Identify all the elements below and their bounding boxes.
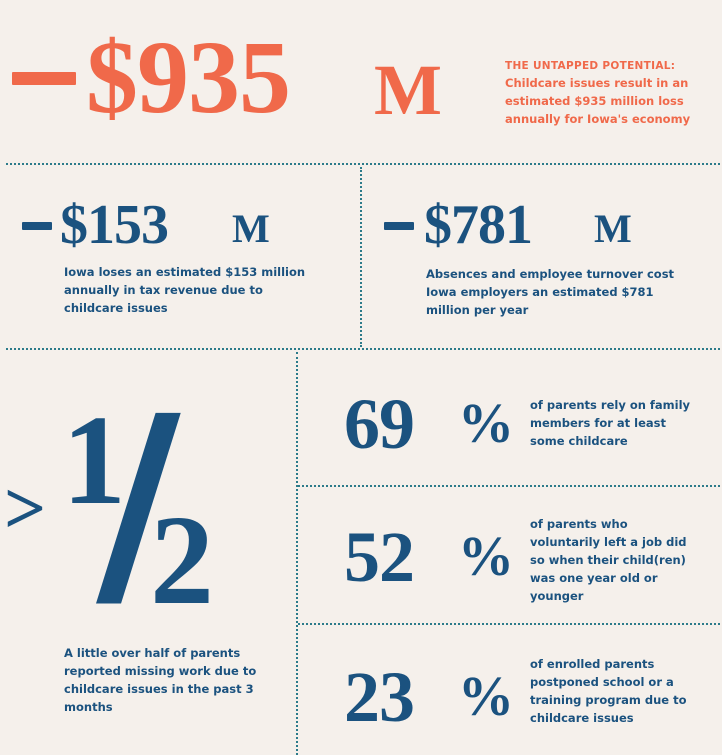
tax-stat-value: $153 <box>60 194 169 256</box>
percent-stat-52: 52 % of parents who voluntarily left a j… <box>298 487 722 621</box>
hero-heading: THE UNTAPPED POTENTIAL: <box>505 60 676 72</box>
percent-52-value: 52 <box>344 517 415 597</box>
percent-52-unit: % <box>458 526 514 588</box>
divider-percent-1 <box>298 485 720 487</box>
percent-stat-23: 23 % of enrolled parents postponed schoo… <box>298 625 722 755</box>
employer-stat-value: $781 <box>424 194 533 256</box>
employer-minus-sign <box>384 222 414 230</box>
percent-69-value: 69 <box>344 384 415 464</box>
divider-row3-vertical <box>296 352 298 755</box>
employer-stat-description: Absences and employee turnover cost Iowa… <box>426 267 675 317</box>
percent-23-unit: % <box>458 666 514 728</box>
tax-minus-sign <box>22 222 52 230</box>
tax-stat-unit: M <box>232 206 270 251</box>
employer-stat-unit: M <box>594 206 632 251</box>
hero-minus-sign <box>12 72 76 85</box>
percent-52-description: of parents who voluntarily left a job di… <box>530 517 687 603</box>
percent-23-description: of enrolled parents postponed school or … <box>530 657 687 725</box>
percent-69-unit: % <box>458 393 514 455</box>
divider-percent-2 <box>298 623 720 625</box>
hero-unit: M <box>374 50 442 130</box>
half-stat-card: > 1 / 2 A little over half of parents re… <box>0 350 296 755</box>
half-slash: / <box>96 367 181 637</box>
half-numerator: 1 <box>62 389 126 531</box>
percent-stat-69: 69 % of parents rely on family members f… <box>298 350 722 484</box>
divider-row2-vertical <box>360 167 362 347</box>
half-denominator: 2 <box>150 489 214 631</box>
hero-value: $935 <box>86 20 291 135</box>
tax-stat-card: $153 M Iowa loses an estimated $153 mill… <box>0 165 360 345</box>
divider-top <box>6 163 720 165</box>
half-stat-description: A little over half of parents reported m… <box>64 646 257 714</box>
half-prefix: > <box>4 468 46 550</box>
percent-23-value: 23 <box>344 657 415 737</box>
percent-69-description: of parents rely on family members for at… <box>530 398 691 448</box>
hero-description: Childcare issues result in an estimated … <box>505 76 691 126</box>
hero-section: $935 M THE UNTAPPED POTENTIAL: Childcare… <box>0 0 722 160</box>
divider-middle <box>6 348 720 350</box>
tax-stat-description: Iowa loses an estimated $153 million ann… <box>64 265 306 315</box>
employer-stat-card: $781 M Absences and employee turnover co… <box>362 165 722 345</box>
